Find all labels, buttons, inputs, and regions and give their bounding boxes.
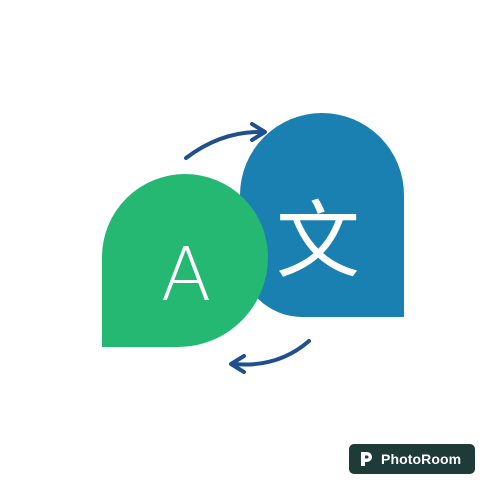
watermark-label: PhotoRoom xyxy=(381,451,462,467)
photoroom-logo-icon xyxy=(361,452,372,466)
blue-chat-bubble-icon xyxy=(240,113,404,317)
latin-glyph: A xyxy=(161,232,212,318)
cjk-glyph: 文 xyxy=(276,192,360,290)
arrow-left-icon xyxy=(229,339,311,374)
photoroom-watermark: PhotoRoom xyxy=(349,444,475,474)
green-chat-bubble-icon xyxy=(102,174,268,347)
arrow-right-icon xyxy=(184,122,267,160)
